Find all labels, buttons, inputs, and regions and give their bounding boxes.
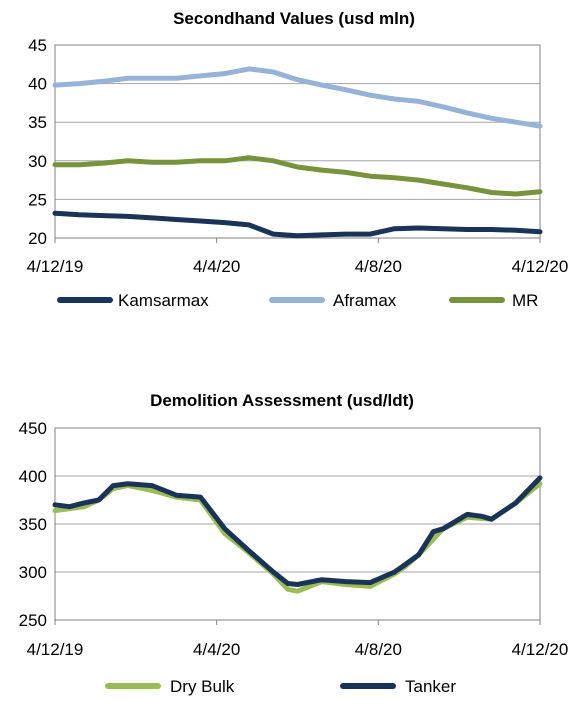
- legend-item-aframax: Aframax: [269, 291, 397, 310]
- c1-x-tick-label: 4/4/20: [193, 257, 240, 276]
- chart2-legend: Dry Bulk Tanker: [105, 677, 456, 696]
- c1-y-tick-label: 30: [28, 152, 47, 171]
- c1-y-tick-label: 25: [28, 190, 47, 209]
- chart1-legend: Kamsarmax Aframax MR: [57, 291, 538, 310]
- legend-label: Aframax: [333, 291, 397, 310]
- c1-x-tick-label: 4/12/19: [27, 257, 84, 276]
- c2-x-tick-label: 4/12/20: [512, 640, 569, 659]
- legend-label: Tanker: [405, 677, 456, 696]
- c1-y-tick-label: 35: [28, 113, 47, 132]
- c1-x-tick-label: 4/8/20: [355, 257, 402, 276]
- c1-series-line-mr: [52, 155, 543, 197]
- c2-plot-area: [54, 427, 541, 621]
- chart2-x-ticks: 4/12/19 4/4/20 4/8/20 4/12/20: [27, 620, 569, 659]
- chart2-gridlines: [54, 427, 541, 621]
- chart2-title: Demolition Assessment (usd/ldt): [150, 391, 414, 410]
- c2-x-tick-label: 4/8/20: [355, 640, 402, 659]
- c2-series-line-dry-bulk: [52, 481, 543, 594]
- c1-series-line-aframax: [52, 66, 543, 129]
- chart2-series: [52, 475, 543, 594]
- c2-y-tick-label: 300: [19, 563, 47, 582]
- chart1-title: Secondhand Values (usd mln): [173, 9, 415, 28]
- chart1-gridlines: [54, 44, 541, 239]
- c2-y-tick-label: 350: [19, 515, 47, 534]
- c1-series-line-kamsarmax: [52, 210, 543, 239]
- legend-item-tanker: Tanker: [340, 677, 456, 696]
- chart1-x-ticks: 4/12/19 4/4/20 4/8/20 4/12/20: [27, 238, 569, 276]
- c1-y-tick-label: 20: [28, 229, 47, 248]
- chart-demolition-assessment: Demolition Assessment (usd/ldt) 250 300 35…: [19, 391, 569, 696]
- c2-x-tick-label: 4/12/19: [27, 640, 84, 659]
- c1-plot-area: [54, 44, 541, 239]
- legend-item-kamsarmax: Kamsarmax: [57, 291, 209, 310]
- c2-y-tick-label: 250: [19, 611, 47, 630]
- c1-x-tick-label: 4/12/20: [512, 257, 569, 276]
- c1-y-tick-label: 40: [28, 75, 47, 94]
- c2-x-tick-label: 4/4/20: [193, 640, 240, 659]
- legend-item-mr: MR: [449, 291, 538, 310]
- legend-label: MR: [512, 291, 538, 310]
- chart-secondhand-values: Secondhand Values (usd mln) 20 25 30 35 40 45…: [27, 9, 569, 310]
- chart2-y-ticks: 250 300 350 400 450: [19, 419, 47, 630]
- c2-series-line-tanker: [52, 475, 543, 587]
- chart1-series: [52, 66, 543, 239]
- c2-y-tick-label: 400: [19, 467, 47, 486]
- c2-y-tick-label: 450: [19, 419, 47, 438]
- legend-label: Dry Bulk: [170, 677, 235, 696]
- legend-item-dry-bulk: Dry Bulk: [105, 677, 235, 696]
- legend-label: Kamsarmax: [118, 291, 209, 310]
- c1-y-tick-label: 45: [28, 36, 47, 55]
- chart1-y-ticks: 20 25 30 35 40 45: [28, 36, 47, 248]
